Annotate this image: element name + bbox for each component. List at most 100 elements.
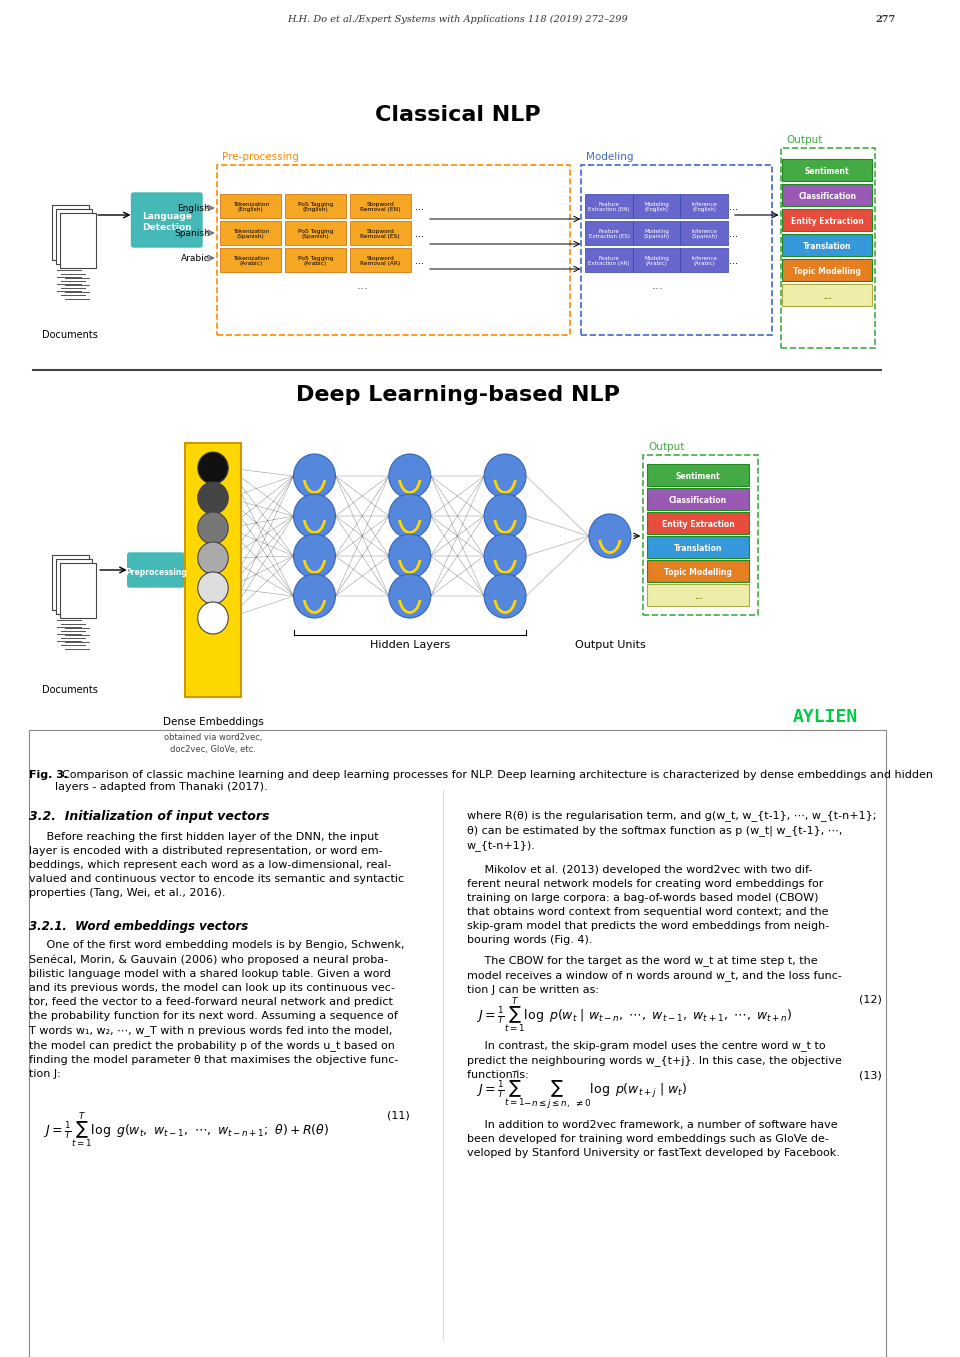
Text: Fig. 3.: Fig. 3. (29, 769, 68, 780)
Text: 277: 277 (876, 15, 896, 24)
FancyBboxPatch shape (647, 584, 749, 607)
Text: Modeling: Modeling (587, 152, 634, 161)
Circle shape (484, 535, 526, 578)
Text: Documents: Documents (41, 685, 98, 695)
FancyBboxPatch shape (29, 730, 886, 1357)
Text: PoS Tagging
(Arabic): PoS Tagging (Arabic) (298, 255, 333, 266)
FancyBboxPatch shape (220, 194, 281, 218)
FancyBboxPatch shape (782, 209, 872, 231)
Circle shape (294, 455, 335, 498)
FancyBboxPatch shape (782, 284, 872, 305)
Text: Comparison of classic machine learning and deep learning processes for NLP. Deep: Comparison of classic machine learning a… (56, 769, 933, 791)
Circle shape (389, 574, 431, 617)
Text: Stopword
Removal (AR): Stopword Removal (AR) (360, 255, 400, 266)
FancyBboxPatch shape (220, 221, 281, 246)
Circle shape (294, 574, 335, 617)
Text: Classification: Classification (669, 495, 727, 505)
Circle shape (198, 482, 228, 514)
FancyBboxPatch shape (647, 536, 749, 558)
Text: $J = \frac{1}{T}\sum_{t=1}^{T}\log\ p(w_t\ |\ w_{t-n},\ \cdots,\ w_{t-1},\ w_{t+: $J = \frac{1}{T}\sum_{t=1}^{T}\log\ p(w_… (476, 995, 793, 1034)
Text: Modeling
(English): Modeling (English) (644, 202, 669, 213)
Text: PoS Tagging
(Spanish): PoS Tagging (Spanish) (298, 228, 333, 239)
Text: Classical NLP: Classical NLP (374, 104, 540, 125)
FancyBboxPatch shape (285, 248, 346, 271)
Circle shape (389, 494, 431, 537)
FancyBboxPatch shape (681, 221, 728, 246)
Text: Dense Embeddings: Dense Embeddings (162, 716, 263, 727)
Text: Preprocessing: Preprocessing (125, 567, 187, 577)
FancyBboxPatch shape (633, 221, 681, 246)
Text: Inference
(English): Inference (English) (691, 202, 717, 213)
Text: English: English (177, 204, 209, 213)
Text: Entity Extraction: Entity Extraction (661, 520, 734, 528)
FancyBboxPatch shape (586, 221, 633, 246)
FancyBboxPatch shape (128, 554, 184, 588)
Circle shape (588, 514, 631, 558)
Text: Mikolov et al. (2013) developed the word2vec with two dif-
ferent neural network: Mikolov et al. (2013) developed the word… (467, 864, 829, 944)
FancyBboxPatch shape (586, 248, 633, 271)
Text: obtained via word2vec,: obtained via word2vec, (164, 733, 262, 742)
Text: Translation: Translation (674, 544, 722, 552)
Text: Inference
(Arabic): Inference (Arabic) (691, 255, 717, 266)
Text: $J = \frac{1}{T}\sum_{t=1}^{T}\log\ g(w_t,\ w_{t-1},\ \cdots,\ w_{t-n+1};\ \thet: $J = \frac{1}{T}\sum_{t=1}^{T}\log\ g(w_… (43, 1110, 329, 1149)
Text: Pre-processing: Pre-processing (222, 152, 299, 161)
Text: ...: ... (415, 229, 423, 239)
Text: Output Units: Output Units (574, 641, 645, 650)
Circle shape (294, 494, 335, 537)
Text: Inference
(Spanish): Inference (Spanish) (691, 228, 717, 239)
Text: Output: Output (786, 134, 823, 145)
FancyBboxPatch shape (782, 185, 872, 206)
Text: Documents: Documents (41, 330, 98, 341)
Text: Modeling
(Arabic): Modeling (Arabic) (644, 255, 669, 266)
Text: Topic Modelling: Topic Modelling (793, 266, 861, 275)
FancyBboxPatch shape (681, 248, 728, 271)
FancyBboxPatch shape (586, 194, 633, 218)
FancyBboxPatch shape (285, 221, 346, 246)
Text: In addition to word2vec framework, a number of software have
been developed for : In addition to word2vec framework, a num… (467, 1120, 840, 1158)
Text: where R(θ) is the regularisation term, and g(w_t, w_{t-1}, ⋯, w_{t-n+1};
θ) can : where R(θ) is the regularisation term, a… (467, 810, 876, 851)
Text: ...: ... (823, 292, 831, 300)
Circle shape (198, 541, 228, 574)
Text: ...: ... (730, 229, 738, 239)
Text: Arabic: Arabic (180, 254, 209, 262)
Text: Translation: Translation (803, 242, 852, 251)
FancyBboxPatch shape (782, 259, 872, 281)
Text: One of the first word embedding models is by Bengio, Schwenk,
Senécal, Morin, & : One of the first word embedding models i… (29, 940, 404, 1079)
FancyBboxPatch shape (349, 248, 411, 271)
FancyBboxPatch shape (633, 248, 681, 271)
FancyBboxPatch shape (349, 221, 411, 246)
FancyBboxPatch shape (633, 194, 681, 218)
Text: ...: ... (694, 592, 703, 601)
FancyBboxPatch shape (681, 194, 728, 218)
Text: Sentiment: Sentiment (676, 471, 720, 480)
FancyBboxPatch shape (647, 512, 749, 535)
Circle shape (389, 535, 431, 578)
Text: Stopword
Removal (EN): Stopword Removal (EN) (360, 202, 400, 213)
Circle shape (198, 573, 228, 604)
Text: Hidden Layers: Hidden Layers (370, 641, 450, 650)
Text: Feature
Extraction (ES): Feature Extraction (ES) (588, 228, 630, 239)
Circle shape (198, 452, 228, 484)
Text: $J = \frac{1}{T}\sum_{t=1}^{T}\sum_{-n\leq j\leq n,\ \neq 0}\log\ p(w_{t+j}\ |\ : $J = \frac{1}{T}\sum_{t=1}^{T}\sum_{-n\l… (476, 1071, 687, 1113)
Circle shape (484, 574, 526, 617)
Text: ...: ... (730, 256, 738, 266)
FancyBboxPatch shape (782, 159, 872, 180)
Circle shape (198, 512, 228, 544)
FancyBboxPatch shape (220, 248, 281, 271)
Text: (11): (11) (387, 1110, 410, 1120)
Circle shape (484, 494, 526, 537)
Text: (13): (13) (859, 1071, 881, 1080)
Circle shape (484, 455, 526, 498)
FancyBboxPatch shape (60, 213, 96, 267)
Text: 3.2.  Initialization of input vectors: 3.2. Initialization of input vectors (29, 810, 269, 822)
Circle shape (389, 455, 431, 498)
Text: The CBOW for the target as the word w_t at time step t, the
model receives a win: The CBOW for the target as the word w_t … (467, 955, 842, 995)
Text: Language
Detection: Language Detection (142, 212, 192, 232)
FancyBboxPatch shape (782, 233, 872, 256)
Text: Spanish: Spanish (174, 228, 209, 237)
Text: 3.2.1.  Word embeddings vectors: 3.2.1. Word embeddings vectors (29, 920, 248, 934)
FancyBboxPatch shape (647, 560, 749, 582)
FancyBboxPatch shape (185, 442, 241, 697)
FancyBboxPatch shape (285, 194, 346, 218)
Text: ...: ... (730, 202, 738, 212)
